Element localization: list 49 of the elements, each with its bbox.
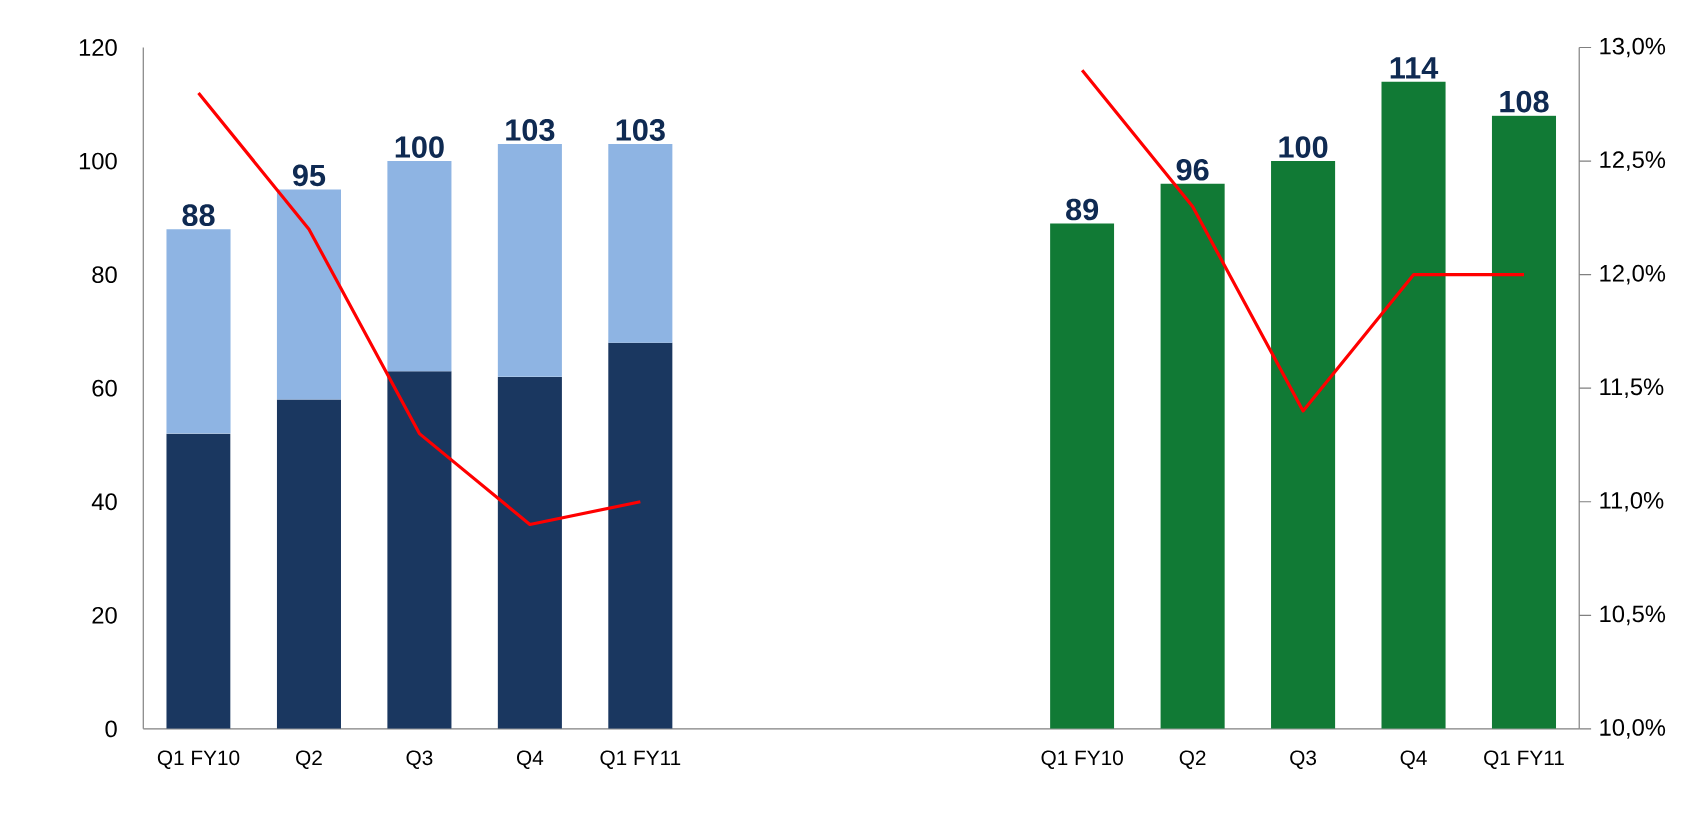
x-tick-label: Q2 (296, 750, 322, 769)
y2-tick-label: 12,0% (1600, 264, 1666, 285)
bar (608, 144, 673, 343)
y-tick-label: 40 (91, 493, 117, 511)
y-tick-label: 60 (92, 379, 117, 397)
y2-tick-label: 11,5% (1600, 378, 1664, 398)
bar (1491, 115, 1557, 729)
total-label: 103 (506, 119, 555, 141)
x-tick-label: Q4 (516, 750, 544, 769)
bar (1050, 223, 1115, 729)
bar (387, 161, 452, 372)
bar (1271, 161, 1336, 729)
y-tick-label: 120 (79, 39, 117, 56)
y2-tick-label: 12,5% (1600, 151, 1666, 171)
bar (387, 371, 452, 729)
y2-tick-label: 10,5% (1600, 605, 1666, 626)
total-label: 114 (1390, 57, 1439, 79)
y-tick-label: 80 (92, 266, 117, 284)
total-label: 100 (1279, 136, 1328, 158)
x-tick-label: Q1 FY10 (1041, 750, 1123, 769)
y-tick-label: 100 (79, 152, 117, 170)
x-tick-label: Q1 FY11 (600, 750, 681, 769)
bar (1381, 81, 1446, 729)
total-label: 103 (616, 119, 665, 141)
bar (276, 399, 341, 729)
total-label: 100 (395, 136, 444, 158)
total-label: 108 (1500, 90, 1549, 113)
bar (276, 189, 341, 400)
y2-tick-label: 11,0% (1600, 491, 1664, 512)
bar (608, 342, 673, 729)
total-label: 95 (292, 164, 326, 187)
y-tick-label: 0 (105, 720, 117, 738)
bar (497, 376, 562, 729)
total-label: 88 (182, 204, 215, 227)
bar (497, 144, 562, 377)
x-tick-label: Q3 (406, 750, 433, 769)
bar (166, 433, 231, 729)
x-tick-label: Q1 FY11 (1484, 750, 1564, 769)
bar (1160, 183, 1225, 729)
x-tick-label: Q1 FY10 (157, 750, 240, 769)
y-tick-label: 20 (92, 606, 117, 624)
bar (166, 229, 231, 434)
total-label: 89 (1066, 198, 1099, 221)
y2-tick-label: 10,0% (1600, 719, 1666, 739)
total-label: 96 (1176, 158, 1209, 181)
x-tick-label: Q2 (1179, 750, 1206, 769)
x-tick-label: Q3 (1290, 750, 1317, 769)
x-tick-label: Q4 (1400, 750, 1427, 769)
y2-tick-label: 13,0% (1600, 37, 1666, 58)
